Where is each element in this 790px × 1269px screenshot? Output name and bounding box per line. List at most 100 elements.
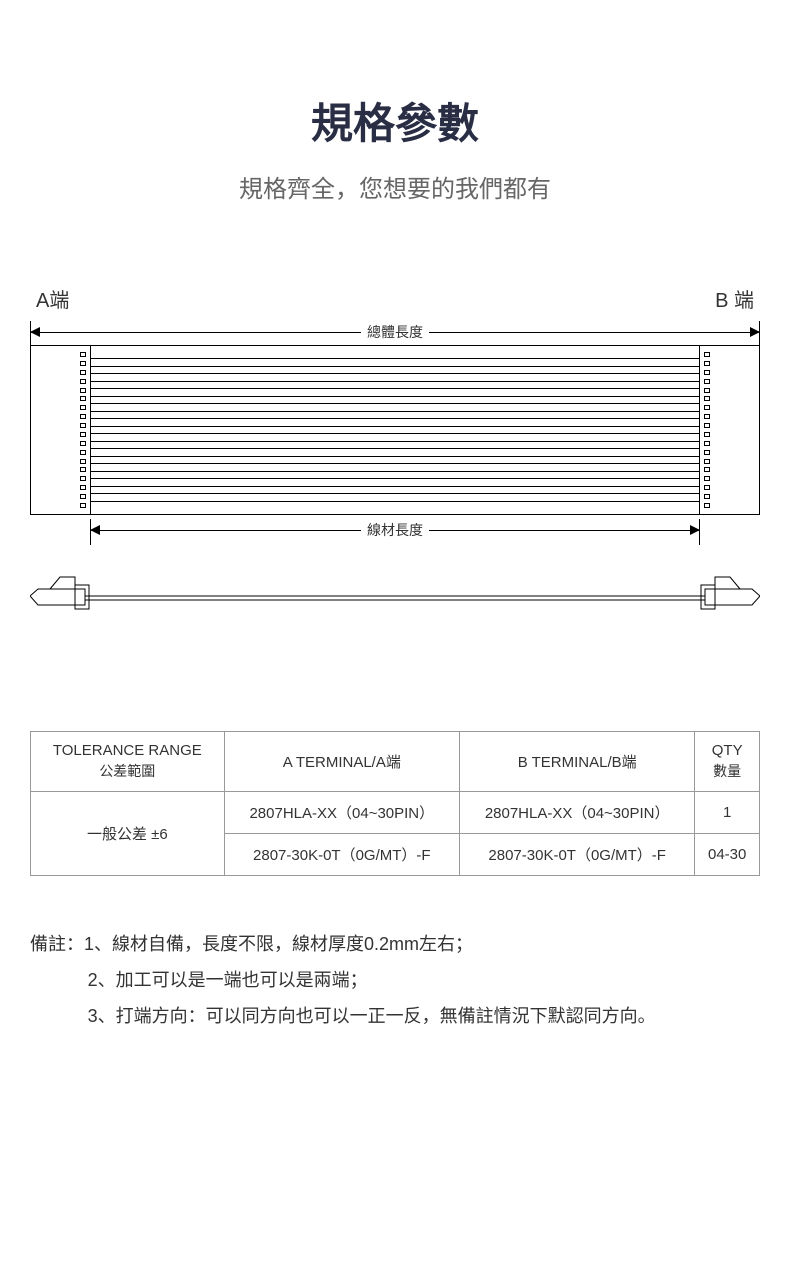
pin-row (35, 450, 86, 455)
wire (91, 418, 699, 419)
spec-table: TOLERANCE RANGE 公差範圍 A TERMINAL/A端 B TER… (30, 731, 760, 876)
cell-b: 2807HLA-XX（04~30PIN） (459, 792, 694, 834)
wire (91, 403, 699, 404)
pin-row (704, 388, 755, 393)
pin-row (35, 370, 86, 375)
wire (91, 366, 699, 367)
pin (80, 370, 86, 375)
pin (704, 423, 710, 428)
pin-row (704, 361, 755, 366)
pin-row (704, 459, 755, 464)
col-tolerance: TOLERANCE RANGE 公差範圍 (31, 732, 225, 792)
pin (704, 352, 710, 357)
wire (91, 381, 699, 382)
wire-length-dimension: 線材長度 (90, 519, 700, 541)
pin-row (35, 485, 86, 490)
pin (80, 467, 86, 472)
pin (80, 396, 86, 401)
note-item: 2、加工可以是一端也可以是兩端； (30, 962, 760, 998)
wire (91, 448, 699, 449)
cable-side-view (30, 571, 760, 621)
pin-row (704, 441, 755, 446)
pin-row (35, 414, 86, 419)
pin-row (704, 370, 755, 375)
pin-row (704, 485, 755, 490)
pin (80, 423, 86, 428)
pin (80, 485, 86, 490)
pin-row (704, 467, 755, 472)
arrow-right-icon (690, 525, 700, 535)
wire (91, 463, 699, 464)
col-b-terminal: B TERMINAL/B端 (459, 732, 694, 792)
pin (704, 396, 710, 401)
wire (91, 396, 699, 397)
wire-length-label: 線材長度 (361, 520, 429, 540)
cell-a: 2807-30K-0T（0G/MT）-F (224, 834, 459, 876)
pin (704, 405, 710, 410)
pin (80, 450, 86, 455)
pin (704, 361, 710, 366)
wire (91, 426, 699, 427)
wire (91, 478, 699, 479)
pin (704, 467, 710, 472)
wire (91, 501, 699, 502)
pin (80, 459, 86, 464)
overall-length-dimension: 總體長度 (30, 321, 760, 343)
pin (80, 361, 86, 366)
pin-row (704, 494, 755, 499)
pin (704, 388, 710, 393)
pin (704, 459, 710, 464)
wire (91, 486, 699, 487)
pin-row (35, 432, 86, 437)
pin-row (35, 361, 86, 366)
cell-a: 2807HLA-XX（04~30PIN） (224, 792, 459, 834)
pin-row (704, 352, 755, 357)
pin-row (35, 352, 86, 357)
pin (80, 379, 86, 384)
table-row: 一般公差 ±6 2807HLA-XX（04~30PIN） 2807HLA-XX（… (31, 792, 760, 834)
pin (80, 352, 86, 357)
page-subtitle: 規格齊全，您想要的我們都有 (0, 169, 790, 204)
note-item: 1、線材自備，長度不限，線材厚度0.2mm左右； (84, 934, 473, 954)
pin (704, 503, 710, 508)
pin (80, 388, 86, 393)
pin (80, 494, 86, 499)
col-a-terminal: A TERMINAL/A端 (224, 732, 459, 792)
pin (704, 432, 710, 437)
pin-row (35, 467, 86, 472)
cable-diagram: A端 B 端 總體長度 線材長度 (30, 284, 760, 621)
pin (80, 432, 86, 437)
wire (91, 358, 699, 359)
wire (91, 411, 699, 412)
wire (91, 433, 699, 434)
pin-row (35, 388, 86, 393)
arrow-left-icon (90, 525, 100, 535)
end-b-label: B 端 (715, 284, 754, 313)
page-title: 規格參數 (0, 90, 790, 151)
arrow-left-icon (30, 327, 40, 337)
pin-row (704, 414, 755, 419)
pin (704, 476, 710, 481)
pin (704, 379, 710, 384)
pin-row (704, 503, 755, 508)
pin (704, 441, 710, 446)
cable-wires (91, 346, 699, 514)
pin-row (35, 423, 86, 428)
cell-qty: 04-30 (695, 834, 760, 876)
pin (704, 414, 710, 419)
pin (80, 503, 86, 508)
connector-a (31, 346, 91, 514)
pin (80, 414, 86, 419)
arrow-right-icon (750, 327, 760, 337)
end-a-label: A端 (36, 284, 69, 313)
pin-row (704, 476, 755, 481)
notes-section: 備註：1、線材自備，長度不限，線材厚度0.2mm左右； 2、加工可以是一端也可以… (30, 926, 760, 1034)
pin (80, 405, 86, 410)
pin-row (35, 476, 86, 481)
pin-row (35, 441, 86, 446)
wire (91, 493, 699, 494)
pin-row (704, 423, 755, 428)
pin (704, 370, 710, 375)
pin (704, 494, 710, 499)
pin-row (704, 396, 755, 401)
